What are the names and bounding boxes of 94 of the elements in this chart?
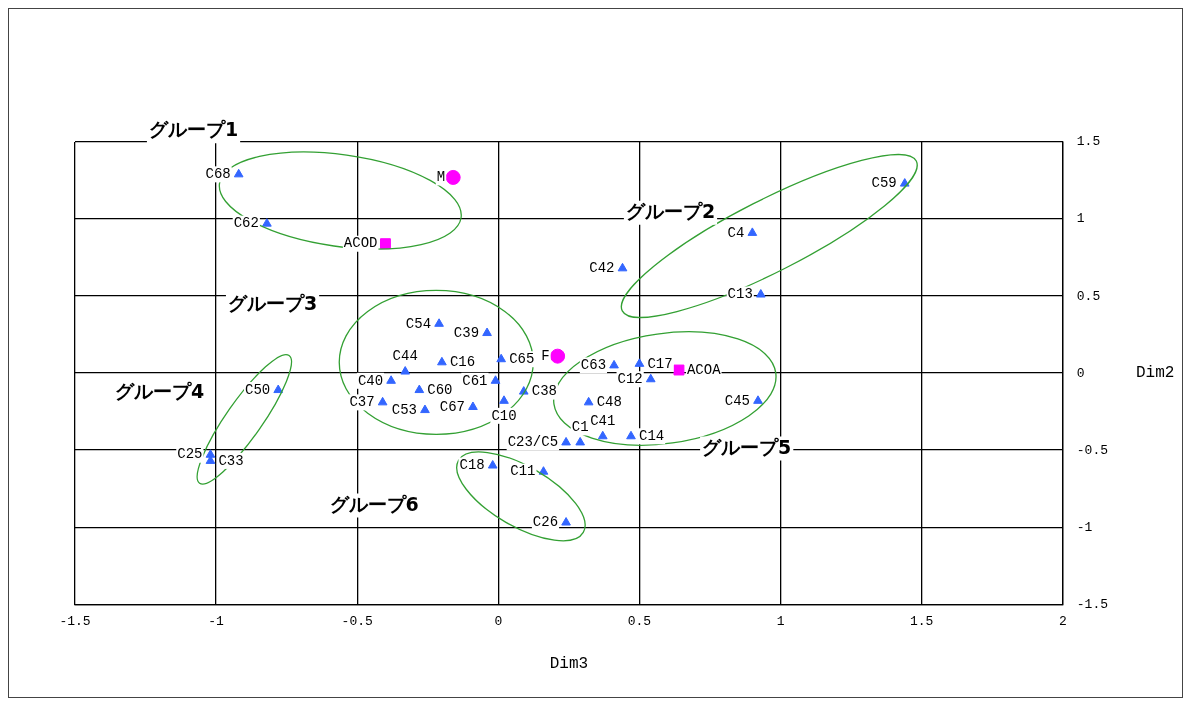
text: グループ1 bbox=[148, 118, 239, 141]
point bbox=[487, 460, 498, 469]
x-tick-label: 1 bbox=[776, 614, 785, 630]
point bbox=[538, 466, 549, 475]
annotation: F bbox=[541, 347, 550, 364]
annotation: C33 bbox=[218, 452, 244, 469]
annotation: C38 bbox=[531, 383, 557, 400]
x-tick-label: 2 bbox=[1058, 614, 1067, 630]
annotation: C42 bbox=[589, 260, 615, 277]
y-axis-title: Dim2 bbox=[1136, 364, 1175, 383]
point bbox=[437, 356, 447, 366]
annotation: C11 bbox=[510, 463, 536, 480]
point bbox=[753, 395, 763, 404]
annotation: C16 bbox=[449, 354, 476, 371]
point bbox=[575, 436, 586, 446]
annotation: C54 bbox=[405, 315, 432, 332]
annotation: グループ5 bbox=[702, 435, 792, 458]
point bbox=[561, 436, 571, 446]
point bbox=[434, 318, 444, 327]
x-tick-label: -1.5 bbox=[59, 614, 91, 630]
point bbox=[597, 430, 608, 440]
point bbox=[377, 396, 388, 406]
annotation: C50 bbox=[245, 381, 271, 398]
annotation: グループ2 bbox=[625, 199, 716, 222]
annotation: C63 bbox=[580, 357, 607, 374]
point bbox=[445, 169, 461, 185]
annotation: C41 bbox=[590, 412, 616, 429]
annotation: C62 bbox=[233, 215, 259, 232]
x-tick-label: 0.5 bbox=[627, 614, 652, 630]
y-tick-label: 0.5 bbox=[1076, 288, 1101, 304]
annotation: C53 bbox=[391, 401, 417, 418]
annotation: C60 bbox=[427, 381, 453, 398]
point bbox=[747, 227, 758, 236]
point bbox=[262, 218, 272, 227]
point bbox=[420, 404, 430, 414]
point bbox=[400, 366, 411, 375]
point bbox=[673, 364, 685, 376]
y-tick-label: 1 bbox=[1076, 211, 1085, 227]
x-tick-label: -1 bbox=[208, 614, 225, 630]
annotation: C4 bbox=[727, 224, 745, 241]
annotation: グループ6 bbox=[329, 492, 419, 515]
annotation: C40 bbox=[357, 372, 384, 389]
annotation: C68 bbox=[205, 166, 231, 183]
y-tick-label: -1 bbox=[1076, 519, 1093, 535]
annotation: C25 bbox=[177, 446, 203, 463]
annotation: ACOD bbox=[343, 235, 378, 252]
point bbox=[626, 430, 636, 440]
point bbox=[550, 348, 566, 364]
annotation: C44 bbox=[392, 348, 418, 365]
point bbox=[645, 373, 656, 383]
y-tick-label: 0 bbox=[1076, 365, 1085, 381]
annotation: C14 bbox=[638, 427, 665, 444]
annotation: C23/C5 bbox=[507, 434, 559, 451]
point bbox=[273, 384, 284, 394]
annotation: グループ4 bbox=[115, 380, 205, 403]
annotation: C65 bbox=[509, 350, 535, 367]
annotation: C17 bbox=[647, 355, 673, 372]
point bbox=[634, 358, 645, 367]
annotation: C61 bbox=[462, 372, 488, 389]
annotation: C37 bbox=[349, 394, 375, 411]
annotation: C67 bbox=[439, 398, 465, 415]
x-tick-label: -0.5 bbox=[341, 614, 373, 630]
point bbox=[490, 375, 501, 384]
annotation: C26 bbox=[532, 514, 559, 531]
annotation: C13 bbox=[727, 286, 753, 303]
annotation: C48 bbox=[596, 394, 622, 411]
point bbox=[496, 353, 506, 363]
annotation: C45 bbox=[724, 392, 750, 409]
annotation: C18 bbox=[459, 457, 485, 474]
annotation: M bbox=[436, 169, 446, 186]
annotation: グループ3 bbox=[227, 292, 318, 315]
annotation: ACOA bbox=[686, 361, 722, 378]
y-tick-label: -0.5 bbox=[1076, 442, 1109, 458]
point bbox=[499, 395, 509, 404]
x-tick-label: 0 bbox=[494, 614, 503, 630]
x-tick-label: 1.5 bbox=[909, 614, 934, 630]
x-axis-title: Dim3 bbox=[549, 654, 589, 673]
y-tick-label: -1.5 bbox=[1076, 596, 1109, 612]
point bbox=[468, 401, 478, 410]
point bbox=[755, 289, 766, 298]
annotation: C39 bbox=[453, 324, 480, 341]
annotation: C59 bbox=[871, 175, 897, 192]
point bbox=[583, 396, 594, 406]
point bbox=[233, 168, 244, 178]
annotation: C1 bbox=[571, 419, 589, 436]
annotation: C12 bbox=[617, 370, 643, 387]
annotation: C10 bbox=[491, 407, 517, 424]
point bbox=[609, 359, 619, 369]
point bbox=[386, 375, 396, 384]
point bbox=[414, 384, 425, 394]
point bbox=[617, 262, 628, 272]
point bbox=[482, 327, 492, 337]
y-tick-label: 1.5 bbox=[1076, 134, 1101, 150]
point bbox=[561, 517, 571, 526]
